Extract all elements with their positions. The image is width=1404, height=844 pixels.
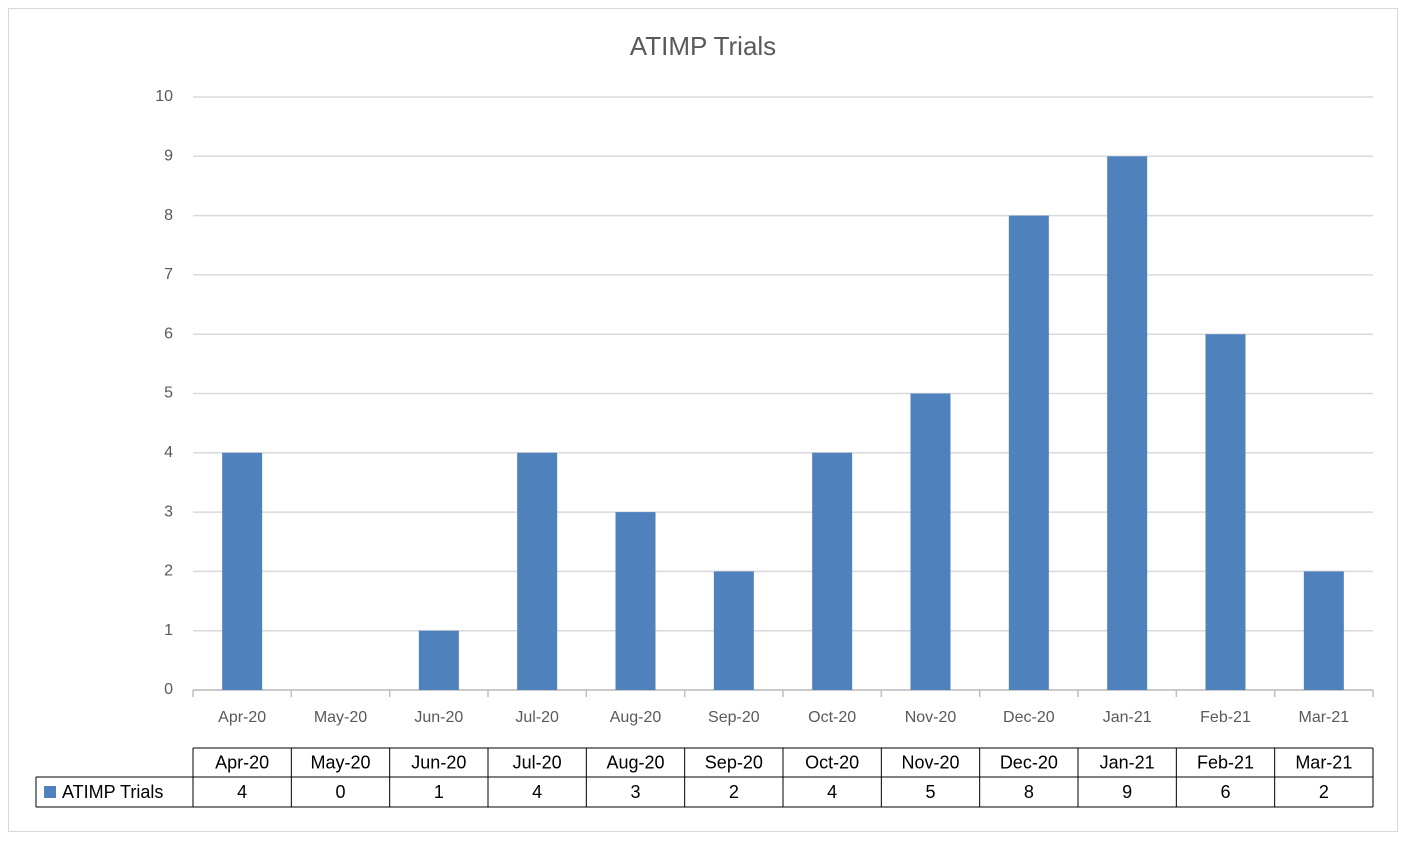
x-tick-label: Jan-21 bbox=[1103, 709, 1152, 726]
bar bbox=[1205, 334, 1246, 690]
x-tick-label: Jun-20 bbox=[414, 709, 463, 726]
x-tick-label: Mar-21 bbox=[1298, 709, 1349, 726]
bar bbox=[910, 393, 951, 690]
y-tick-label: 7 bbox=[164, 266, 173, 283]
y-tick-label: 4 bbox=[164, 444, 173, 461]
table-value: 6 bbox=[1220, 782, 1230, 802]
bar bbox=[713, 571, 754, 690]
table-value: 4 bbox=[827, 782, 837, 802]
table-header: May-20 bbox=[310, 752, 370, 772]
bar bbox=[1107, 156, 1148, 691]
table-value: 3 bbox=[630, 782, 640, 802]
bar bbox=[615, 512, 656, 690]
table-header: Oct-20 bbox=[805, 752, 859, 772]
y-tick-label: 1 bbox=[164, 622, 173, 639]
legend-label: ATIMP Trials bbox=[62, 782, 163, 802]
table-value: 2 bbox=[729, 782, 739, 802]
y-tick-label: 10 bbox=[155, 88, 173, 105]
table-value: 4 bbox=[532, 782, 542, 802]
y-tick-label: 9 bbox=[164, 148, 173, 165]
table-value: 2 bbox=[1319, 782, 1329, 802]
table-value: 0 bbox=[335, 782, 345, 802]
table-header: Dec-20 bbox=[1000, 752, 1058, 772]
table-header: Apr-20 bbox=[215, 752, 269, 772]
table-header: Feb-21 bbox=[1197, 752, 1254, 772]
x-tick-label: Sep-20 bbox=[708, 709, 760, 726]
table-value: 8 bbox=[1024, 782, 1034, 802]
x-tick-label: Jul-20 bbox=[515, 709, 559, 726]
x-tick-label: Apr-20 bbox=[218, 709, 266, 726]
y-tick-label: 0 bbox=[164, 681, 173, 698]
table-header: Jul-20 bbox=[513, 752, 562, 772]
bar bbox=[1303, 571, 1344, 690]
chart-title: ATIMP Trials bbox=[630, 31, 776, 61]
x-tick-label: Aug-20 bbox=[610, 709, 662, 726]
table-header: Aug-20 bbox=[606, 752, 664, 772]
table-value: 9 bbox=[1122, 782, 1132, 802]
table-value: 5 bbox=[925, 782, 935, 802]
bar bbox=[517, 452, 558, 690]
table-header: Jun-20 bbox=[411, 752, 466, 772]
bar bbox=[222, 452, 263, 690]
x-tick-label: Feb-21 bbox=[1200, 709, 1251, 726]
y-tick-label: 6 bbox=[164, 325, 173, 342]
x-tick-label: Dec-20 bbox=[1003, 709, 1055, 726]
table-value: 1 bbox=[434, 782, 444, 802]
legend-swatch bbox=[44, 786, 56, 798]
table-value: 4 bbox=[237, 782, 247, 802]
chart-frame bbox=[8, 8, 1398, 832]
y-tick-label: 8 bbox=[164, 207, 173, 224]
x-tick-label: Nov-20 bbox=[905, 709, 957, 726]
table-header: Nov-20 bbox=[901, 752, 959, 772]
bar bbox=[418, 630, 459, 690]
x-tick-label: May-20 bbox=[314, 709, 367, 726]
y-tick-label: 5 bbox=[164, 385, 173, 402]
x-tick-label: Oct-20 bbox=[808, 709, 856, 726]
table-header: Jan-21 bbox=[1100, 752, 1155, 772]
bar bbox=[1008, 215, 1049, 690]
table-header: Sep-20 bbox=[705, 752, 763, 772]
table-header: Mar-21 bbox=[1295, 752, 1352, 772]
bar bbox=[812, 452, 853, 690]
y-tick-label: 3 bbox=[164, 503, 173, 520]
y-tick-label: 2 bbox=[164, 563, 173, 580]
